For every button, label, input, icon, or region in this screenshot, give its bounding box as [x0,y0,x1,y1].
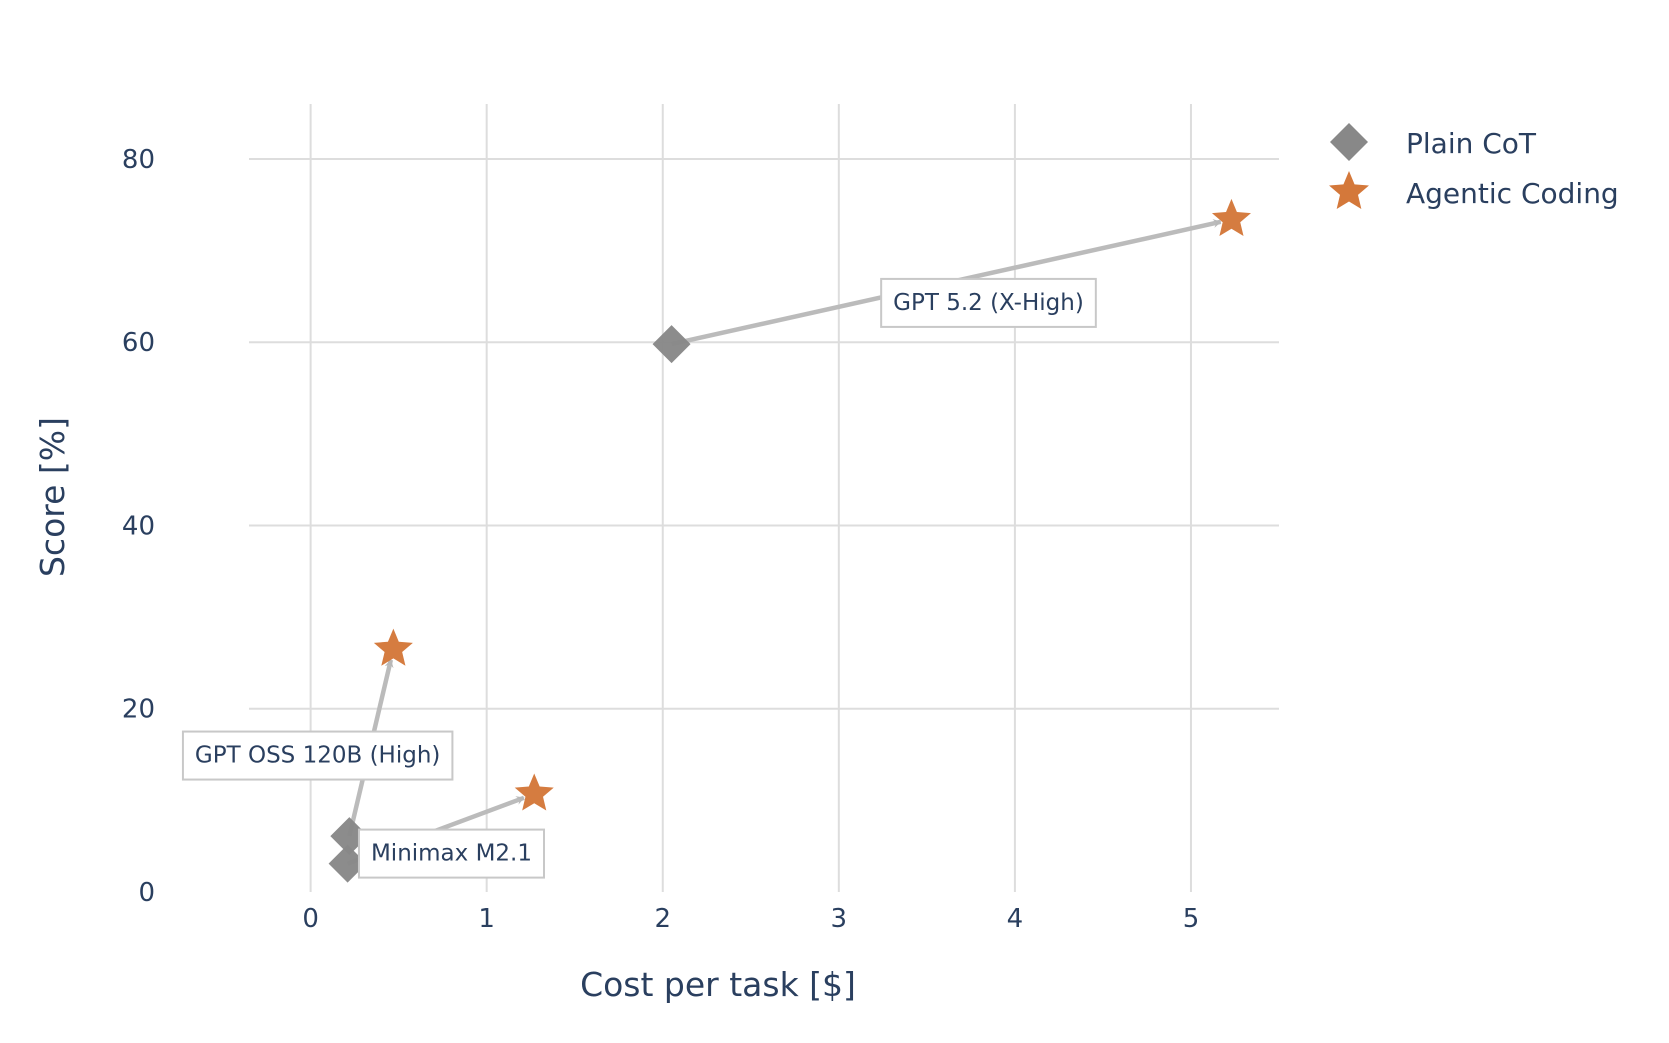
annotation-text: Minimax M2.1 [371,841,532,867]
y-tick-label: 60 [122,328,155,358]
annotation-text: GPT 5.2 (X-High) [893,290,1084,316]
annotation-label: GPT OSS 120B (High) [181,730,454,781]
data-markers [328,198,1251,883]
x-tick-label: 5 [1183,904,1200,934]
y-tick-label: 40 [122,511,155,541]
x-tick-label: 2 [654,904,671,934]
x-tick-label: 0 [302,904,319,934]
annotation-label: Minimax M2.1 [357,828,546,879]
x-tick-label: 3 [831,904,848,934]
legend: Plain CoT Agentic Coding [1329,123,1619,210]
annotation-box [880,277,1097,328]
legend-item-agentic-coding: Agentic Coding [1329,171,1619,210]
tick-labels: 0 1 2 3 4 5 0 20 40 60 80 [122,145,1199,934]
y-axis-title: Score [%] [33,417,72,577]
legend-star-icon [1329,171,1369,209]
plain-cot-diamond-point [652,325,691,364]
annotation-box [181,730,454,781]
legend-label-agentic-coding: Agentic Coding [1406,177,1619,210]
legend-label-plain-cot: Plain CoT [1406,127,1537,160]
annotation-labels: GPT 5.2 (X-High) GPT OSS 120B (High) Minim… [181,277,1097,879]
legend-diamond-icon [1330,123,1368,161]
annotation-label: GPT 5.2 (X-High) [880,277,1097,328]
y-tick-label: 80 [122,145,155,175]
agentic-coding-star-point [514,773,554,811]
y-tick-label: 0 [138,878,155,908]
agentic-coding-star-point [373,628,413,666]
agentic-coding-star-point [1211,198,1251,237]
y-tick-label: 20 [122,695,155,725]
legend-item-plain-cot: Plain CoT [1330,123,1537,161]
x-tick-label: 1 [478,904,495,934]
x-axis-title: Cost per task [$] [580,965,856,1004]
annotation-text: GPT OSS 120B (High) [195,743,440,769]
x-tick-label: 4 [1007,904,1024,934]
grid-lines [249,104,1279,892]
plain-cot-diamond-point [328,844,367,883]
annotation-box [357,828,546,879]
